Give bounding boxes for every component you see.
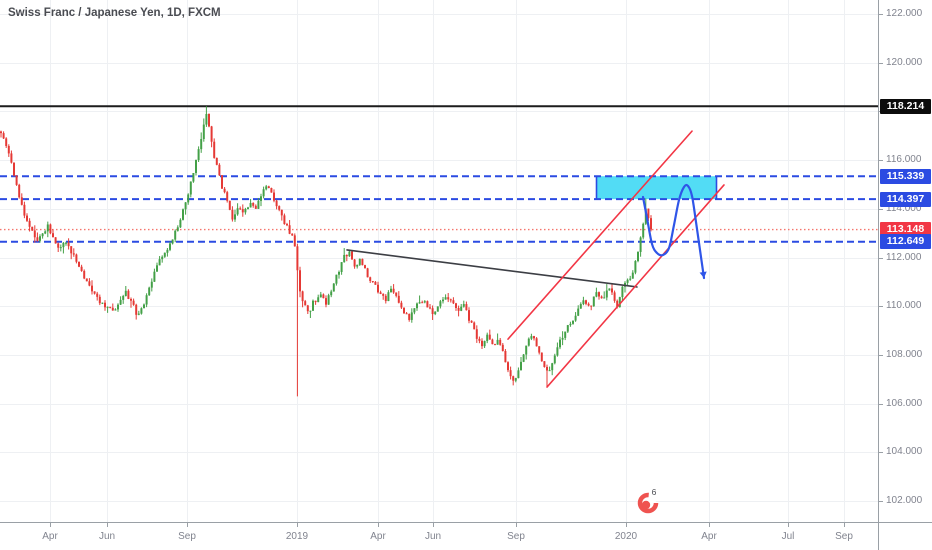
price-tick-label: 116.000 [886,154,922,166]
event-count: 6 [652,487,657,497]
price-badge-zone-bottom-line: 114.397 [880,191,931,207]
price-tick-label: 106.000 [886,397,923,409]
time-tick-label: Sep [507,531,525,542]
event-dot [641,500,651,510]
symbol-title: Swiss Franc / Japanese Yen, 1D, FXCM [8,7,221,19]
plot-layer[interactable] [0,105,878,397]
price-tick-label: 122.000 [886,8,923,19]
time-tick-label: Apr [701,531,717,542]
gridlines-layer [0,0,878,522]
price-tick-label: 102.000 [886,495,923,507]
projection-arrow[interactable] [641,183,707,280]
time-tick-label: Jul [781,531,795,542]
price-tick-label: 108.000 [886,348,923,360]
time-tick-label: Sep [835,531,853,542]
time-tick-label: Sep [178,531,196,542]
time-tick-label: Jun [424,531,442,542]
channel-lower-line[interactable] [546,184,725,388]
candles-layer[interactable] [0,106,652,397]
price-badge-resistance-line: 118.214 [880,98,931,114]
price-badge-support-line: 112.649 [880,234,931,250]
time-tick-label: Apr [42,531,58,542]
supply-zone-fill[interactable] [596,176,717,200]
time-tick-label: 2020 [614,531,638,542]
projection-arrowhead [699,271,707,278]
price-badge-last-price-line: 113.148 [880,222,931,238]
price-badge-zone-top-line: 115.339 [880,168,931,184]
channel-upper-line[interactable] [507,130,693,340]
price-tick-label: 110.000 [886,300,922,312]
price-tick-label: 120.000 [886,56,923,68]
descending-trendline[interactable] [346,249,638,288]
time-tick-label: Jun [98,531,116,542]
price-tick-label: 104.000 [886,446,923,458]
time-tick-label: 2019 [285,531,309,542]
price-tick-label: 114.000 [886,202,922,214]
price-tick-label: 112.000 [886,251,922,263]
supply-zone-rectangle[interactable] [595,176,718,200]
time-tick-label: Apr [370,531,386,542]
projection-curve[interactable] [641,183,706,280]
event-marker-icon[interactable]: 6 [637,487,659,514]
